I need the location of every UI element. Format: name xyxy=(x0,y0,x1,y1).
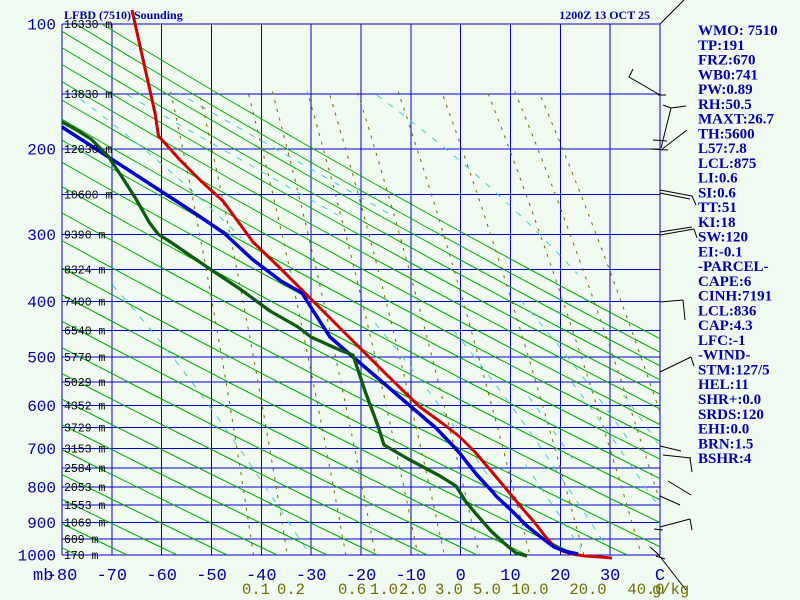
svg-text:400: 400 xyxy=(27,294,56,312)
svg-text:0.1: 0.1 xyxy=(242,581,270,599)
svg-text:7400 m: 7400 m xyxy=(64,296,106,309)
svg-text:20.0: 20.0 xyxy=(569,581,606,599)
svg-text:1.0: 1.0 xyxy=(370,581,398,599)
svg-text:1200Z 13 OCT 25: 1200Z 13 OCT 25 xyxy=(559,8,650,22)
svg-text:FRZ:670: FRZ:670 xyxy=(698,53,756,69)
svg-text:-PARCEL-: -PARCEL- xyxy=(698,259,769,275)
svg-text:SRDS:120: SRDS:120 xyxy=(698,407,764,423)
svg-text:800: 800 xyxy=(27,480,56,498)
svg-text:0.2: 0.2 xyxy=(277,581,305,599)
svg-text:-60: -60 xyxy=(146,567,177,586)
svg-text:500: 500 xyxy=(27,350,56,368)
svg-text:-40: -40 xyxy=(246,567,277,586)
svg-text:MAXT:26.7: MAXT:26.7 xyxy=(698,112,774,128)
svg-text:LFBD (7510) Sounding: LFBD (7510) Sounding xyxy=(64,8,183,22)
svg-text:16330 m: 16330 m xyxy=(64,19,112,32)
svg-text:WB0:741: WB0:741 xyxy=(698,67,758,83)
svg-text:40.0: 40.0 xyxy=(627,581,664,599)
svg-text:5.0: 5.0 xyxy=(473,581,501,599)
svg-text:KI:18: KI:18 xyxy=(698,215,736,231)
svg-text:BSHR:4: BSHR:4 xyxy=(698,451,752,467)
svg-text:3153 m: 3153 m xyxy=(64,443,106,456)
svg-text:-70: -70 xyxy=(96,567,127,586)
svg-text:200: 200 xyxy=(27,142,56,160)
svg-text:EI:-0.1: EI:-0.1 xyxy=(698,244,743,260)
svg-text:BRN:1.5: BRN:1.5 xyxy=(698,436,753,452)
svg-text:2.0: 2.0 xyxy=(399,581,427,599)
svg-text:8324 m: 8324 m xyxy=(64,265,106,278)
svg-text:100: 100 xyxy=(27,17,56,35)
svg-text:-WIND-: -WIND- xyxy=(698,348,751,364)
svg-text:12030 m: 12030 m xyxy=(64,144,112,157)
svg-text:300: 300 xyxy=(27,227,56,245)
svg-text:WMO: 7510: WMO: 7510 xyxy=(698,23,778,39)
svg-text:6540 m: 6540 m xyxy=(64,325,106,338)
svg-text:609 m: 609 m xyxy=(64,534,99,547)
svg-text:CINH:7191: CINH:7191 xyxy=(698,289,772,305)
svg-text:-30: -30 xyxy=(296,567,327,586)
svg-text:mb: mb xyxy=(33,567,53,586)
svg-text:0: 0 xyxy=(456,567,466,586)
svg-text:SW:120: SW:120 xyxy=(698,230,748,246)
svg-text:-10: -10 xyxy=(395,567,426,586)
svg-text:LCL:875: LCL:875 xyxy=(698,156,756,172)
svg-text:-80: -80 xyxy=(47,567,78,586)
svg-text:PW:0.89: PW:0.89 xyxy=(698,82,753,98)
svg-text:LFC:-1: LFC:-1 xyxy=(698,333,746,349)
svg-text:2053 m: 2053 m xyxy=(64,482,106,495)
svg-text:1553 m: 1553 m xyxy=(64,500,106,513)
svg-text:20: 20 xyxy=(550,567,570,586)
svg-text:30: 30 xyxy=(600,567,620,586)
svg-text:SI:0.6: SI:0.6 xyxy=(698,185,736,201)
svg-text:0.6: 0.6 xyxy=(338,581,366,599)
svg-text:C: C xyxy=(655,567,665,586)
svg-text:RH:50.5: RH:50.5 xyxy=(698,97,752,113)
svg-text:1069 m: 1069 m xyxy=(64,517,106,530)
svg-text:LI:0.6: LI:0.6 xyxy=(698,171,738,187)
svg-text:TH:5600: TH:5600 xyxy=(698,126,755,142)
svg-text:SHR+:0.0: SHR+:0.0 xyxy=(698,392,761,408)
svg-text:10: 10 xyxy=(500,567,520,586)
svg-text:CAPE:6: CAPE:6 xyxy=(698,274,752,290)
svg-text:STM:127/5: STM:127/5 xyxy=(698,363,770,379)
svg-text:4352 m: 4352 m xyxy=(64,400,106,413)
svg-text:5029 m: 5029 m xyxy=(64,377,106,390)
svg-text:TT:51: TT:51 xyxy=(698,200,737,216)
svg-text:2584 m: 2584 m xyxy=(64,463,106,476)
svg-text:HEL:11: HEL:11 xyxy=(698,377,749,393)
svg-text:g/kg: g/kg xyxy=(652,581,689,599)
svg-text:L57:7.8: L57:7.8 xyxy=(698,141,747,157)
svg-text:5770 m: 5770 m xyxy=(64,352,106,365)
svg-text:1000: 1000 xyxy=(18,548,56,566)
svg-text:9390 m: 9390 m xyxy=(64,229,106,242)
svg-text:CAP:4.3: CAP:4.3 xyxy=(698,318,753,334)
svg-text:700: 700 xyxy=(27,441,56,459)
svg-text:13830 m: 13830 m xyxy=(64,89,112,102)
svg-text:EHI:0.0: EHI:0.0 xyxy=(698,422,749,438)
svg-text:600: 600 xyxy=(27,398,56,416)
svg-text:LCL:836: LCL:836 xyxy=(698,303,757,319)
svg-text:900: 900 xyxy=(27,515,56,533)
svg-text:-20: -20 xyxy=(346,567,377,586)
svg-text:170 m: 170 m xyxy=(64,550,99,563)
svg-text:10.0: 10.0 xyxy=(511,581,548,599)
svg-text:3.0: 3.0 xyxy=(435,581,463,599)
svg-text:-50: -50 xyxy=(196,567,227,586)
svg-text:3729 m: 3729 m xyxy=(64,422,106,435)
svg-text:10600 m: 10600 m xyxy=(64,190,112,203)
svg-text:TP:191: TP:191 xyxy=(698,38,745,54)
